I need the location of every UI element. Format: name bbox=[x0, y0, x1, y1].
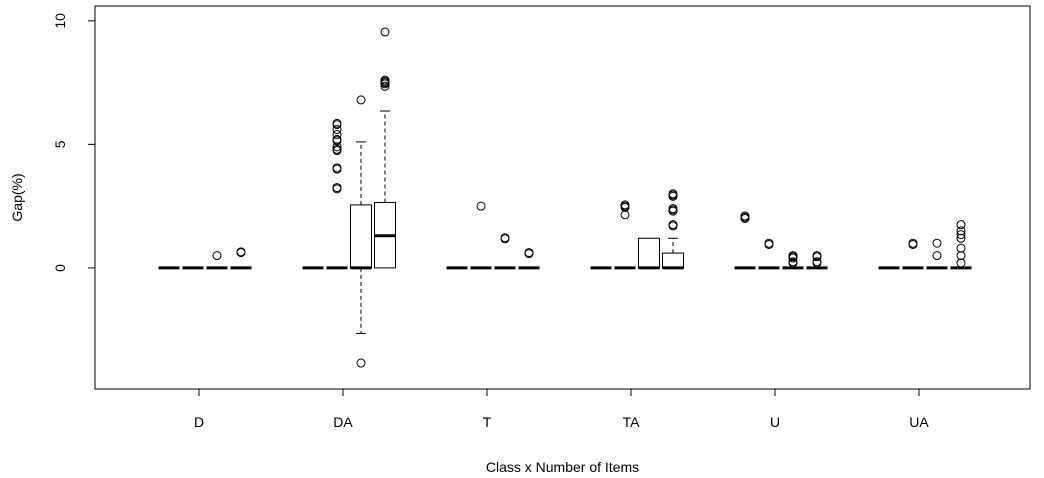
outlier-point bbox=[620, 200, 630, 210]
x-tick-label: TA bbox=[623, 414, 641, 430]
plot-frame bbox=[94, 5, 1031, 390]
outlier-point bbox=[332, 163, 342, 173]
outlier-point bbox=[236, 247, 246, 257]
outlier-point bbox=[956, 233, 966, 243]
box-TA-3 bbox=[638, 237, 660, 270]
outlier-point bbox=[332, 142, 342, 152]
outlier-point bbox=[332, 134, 342, 144]
outlier-point bbox=[956, 226, 966, 236]
outlier-point bbox=[524, 248, 534, 258]
box-TA-2 bbox=[614, 200, 636, 270]
box-DA-3 bbox=[350, 95, 372, 368]
outlier-point bbox=[668, 220, 678, 230]
outlier-point bbox=[212, 251, 222, 261]
box-DA-4 bbox=[374, 27, 396, 269]
outlier-point bbox=[500, 233, 510, 243]
outlier-point bbox=[332, 183, 342, 193]
box-U-1 bbox=[734, 211, 756, 270]
outlier-point bbox=[788, 251, 798, 261]
outlier-point bbox=[380, 81, 390, 91]
y-tick-label: 10 bbox=[52, 13, 68, 29]
outlier-point bbox=[668, 189, 678, 199]
box-U-2 bbox=[758, 238, 780, 270]
box-T-4 bbox=[518, 248, 540, 270]
outlier-point bbox=[620, 210, 630, 220]
outlier-point bbox=[380, 27, 390, 37]
outlier-point bbox=[356, 95, 366, 105]
outlier-point bbox=[332, 118, 342, 128]
outlier-point bbox=[908, 238, 918, 248]
axes: 0 5 10 D DA T TA U UA bbox=[52, 5, 1031, 430]
y-tick-label: 0 bbox=[52, 264, 68, 272]
x-tick-label: DA bbox=[333, 414, 353, 430]
box-DA-2 bbox=[326, 118, 348, 270]
outlier-point bbox=[812, 251, 822, 261]
box-body bbox=[662, 252, 684, 269]
box-UA-2 bbox=[902, 238, 924, 270]
box-U-4 bbox=[806, 251, 828, 270]
outlier-point bbox=[476, 201, 486, 211]
outlier-point bbox=[740, 211, 750, 221]
outlier-point bbox=[788, 257, 798, 267]
outlier-point bbox=[956, 230, 966, 240]
box-body bbox=[638, 237, 660, 269]
outlier-point bbox=[332, 144, 342, 154]
box-T-2 bbox=[470, 201, 492, 270]
outlier-point bbox=[932, 251, 942, 261]
x-tick-label: U bbox=[770, 414, 780, 430]
box-T-3 bbox=[494, 233, 516, 270]
outlier-point bbox=[932, 238, 942, 248]
x-axis-title: Class x Number of Items bbox=[486, 459, 639, 475]
plot-area bbox=[158, 27, 972, 368]
outlier-point bbox=[668, 204, 678, 214]
outlier-point bbox=[380, 75, 390, 85]
x-tick-label: T bbox=[483, 414, 492, 430]
box-TA-4 bbox=[662, 189, 684, 270]
x-tick-label: UA bbox=[909, 414, 929, 430]
y-tick-label: 5 bbox=[52, 140, 68, 148]
outlier-point bbox=[356, 358, 366, 368]
box-U-3 bbox=[782, 251, 804, 270]
outlier-point bbox=[332, 129, 342, 139]
y-axis-title: Gap(%) bbox=[9, 173, 25, 221]
outlier-point bbox=[764, 238, 774, 248]
box-UA-4 bbox=[950, 220, 972, 270]
box-D-3 bbox=[206, 251, 228, 270]
outlier-point bbox=[956, 243, 966, 253]
outlier-point bbox=[332, 125, 342, 135]
outlier-point bbox=[956, 220, 966, 230]
x-tick-label: D bbox=[194, 414, 204, 430]
outlier-point bbox=[956, 258, 966, 268]
box-UA-3 bbox=[926, 238, 948, 270]
outlier-point bbox=[956, 251, 966, 261]
box-body bbox=[350, 204, 372, 269]
box-D-4 bbox=[230, 247, 252, 270]
outlier-point bbox=[812, 257, 822, 267]
